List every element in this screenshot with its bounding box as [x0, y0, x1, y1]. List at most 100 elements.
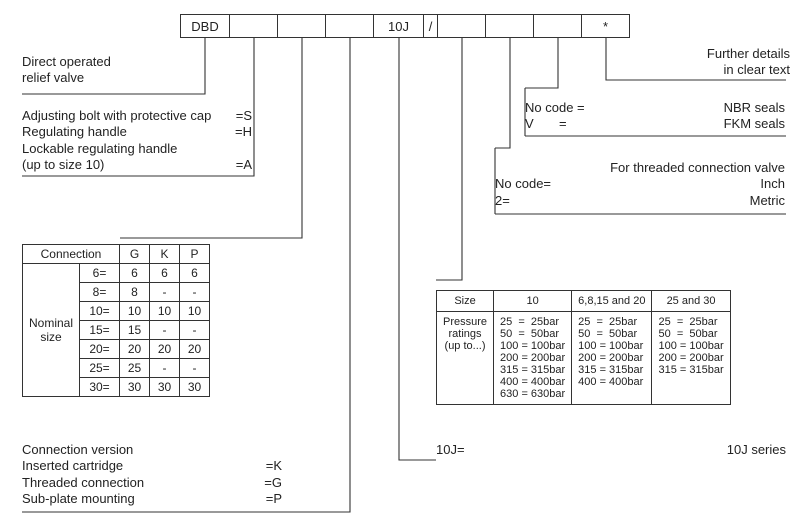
conn-table-cell-1-1: - [150, 283, 180, 302]
code-cell-1 [230, 14, 278, 38]
conn-table-cell-0-0: 6 [120, 264, 150, 283]
conn-table-cell-0-2: 6 [180, 264, 210, 283]
direct-operated-line2: relief valve [22, 70, 111, 86]
thread-row-metric: 2= Metric [495, 193, 785, 209]
adjusting-code-S: =S [236, 108, 252, 124]
connection-label-K: Inserted cartridge [22, 458, 123, 474]
thread-block: For threaded connection valve No code= I… [495, 160, 785, 209]
adjusting-code-A: =A [236, 157, 252, 173]
seals-block: No code = NBR seals V = FKM seals [525, 100, 785, 133]
pressure-ratings-table: Size106,8,15 and 2025 and 30 Pressure rat… [436, 290, 731, 405]
thread-label-nocode: No code= [495, 176, 551, 192]
conn-table-cell-3-1: - [150, 321, 180, 340]
press-table-cell-2: 25 = 25bar 50 = 50bar 100 = 100bar 200 =… [652, 312, 730, 405]
adjusting-row-S: Adjusting bolt with protective cap =S [22, 108, 252, 124]
series-label: 10J= [436, 442, 465, 458]
press-table-col-1: 6,8,15 and 20 [572, 291, 652, 312]
seals-label-nocode: No code = [525, 100, 585, 116]
adjusting-row-A: (up to size 10) =A [22, 157, 252, 173]
connection-version-block: Connection version Inserted cartridge =K… [22, 442, 282, 507]
code-cell-6 [438, 14, 486, 38]
connection-version-heading: Connection version [22, 442, 282, 458]
further-details-block: Further details in clear text [680, 46, 790, 79]
thread-row-inch: No code= Inch [495, 176, 785, 192]
press-table-corner: Size [437, 291, 494, 312]
series-value: 10J series [727, 442, 786, 458]
connection-code-P: =P [266, 491, 282, 507]
connection-label-P: Sub-plate mounting [22, 491, 135, 507]
conn-table-code-4: 20= [80, 340, 120, 359]
code-cell-0: DBD [180, 14, 230, 38]
conn-table-code-3: 15= [80, 321, 120, 340]
conn-table-cell-2-1: 10 [150, 302, 180, 321]
thread-value-metric: Metric [750, 193, 785, 209]
code-cell-2 [278, 14, 326, 38]
adjusting-label-A1: Lockable regulating handle [22, 141, 252, 157]
seals-value-fkm: FKM seals [724, 116, 785, 132]
thread-heading: For threaded connection valve [495, 160, 785, 176]
conn-table-cell-4-2: 20 [180, 340, 210, 359]
seals-row-nbr: No code = NBR seals [525, 100, 785, 116]
connection-code-K: =K [266, 458, 282, 474]
conn-table-cell-4-1: 20 [150, 340, 180, 359]
conn-table-cell-5-2: - [180, 359, 210, 378]
conn-table-cell-4-0: 20 [120, 340, 150, 359]
press-table-side-label: Pressure ratings (up to...) [437, 312, 494, 405]
seals-value-nbr: NBR seals [724, 100, 785, 116]
conn-table-cell-2-2: 10 [180, 302, 210, 321]
adjusting-row-H: Regulating handle =H [22, 124, 252, 140]
conn-table-cell-2-0: 10 [120, 302, 150, 321]
code-cell-3 [326, 14, 374, 38]
adjusting-code-H: =H [235, 124, 252, 140]
conn-table-cell-3-2: - [180, 321, 210, 340]
conn-table-col-G: G [120, 245, 150, 264]
press-table-cell-1: 25 = 25bar 50 = 50bar 100 = 100bar 200 =… [572, 312, 652, 405]
conn-table-code-5: 25= [80, 359, 120, 378]
conn-table-corner: Connection [23, 245, 120, 264]
seals-row-fkm: V = FKM seals [525, 116, 785, 132]
conn-table-code-2: 10= [80, 302, 120, 321]
direct-operated-line1: Direct operated [22, 54, 111, 70]
connection-row-P: Sub-plate mounting =P [22, 491, 282, 507]
conn-table-code-0: 6= [80, 264, 120, 283]
conn-table-code-6: 30= [80, 378, 120, 397]
connection-code-G: =G [264, 475, 282, 491]
code-cell-4: 10J [374, 14, 424, 38]
conn-table-col-K: K [150, 245, 180, 264]
further-details-line1: Further details [680, 46, 790, 62]
conn-table-cell-6-0: 30 [120, 378, 150, 397]
code-cell-7 [486, 14, 534, 38]
press-table-cell-0: 25 = 25bar 50 = 50bar 100 = 100bar 200 =… [494, 312, 572, 405]
adjusting-label-A2: (up to size 10) [22, 157, 104, 173]
adjusting-element-block: Adjusting bolt with protective cap =S Re… [22, 108, 252, 173]
conn-table-cell-3-0: 15 [120, 321, 150, 340]
press-table-col-0: 10 [494, 291, 572, 312]
press-table-col-2: 25 and 30 [652, 291, 730, 312]
code-cell-9: * [582, 14, 630, 38]
thread-value-inch: Inch [760, 176, 785, 192]
connection-size-table: ConnectionGKPNominal size6=6668=8--10=10… [22, 244, 210, 397]
adjusting-label-H: Regulating handle [22, 124, 127, 140]
conn-table-cell-1-0: 8 [120, 283, 150, 302]
connection-row-K: Inserted cartridge =K [22, 458, 282, 474]
connection-row-G: Threaded connection =G [22, 475, 282, 491]
direct-operated-label: Direct operated relief valve [22, 54, 111, 87]
thread-label-2: 2= [495, 193, 510, 209]
further-details-line2: in clear text [680, 62, 790, 78]
series-row: 10J= 10J series [436, 442, 786, 458]
conn-table-col-P: P [180, 245, 210, 264]
adjusting-label-S: Adjusting bolt with protective cap [22, 108, 211, 124]
connection-label-G: Threaded connection [22, 475, 144, 491]
ordering-code-row: DBD 10J/ * [180, 14, 630, 38]
code-cell-5: / [424, 14, 438, 38]
conn-table-cell-6-2: 30 [180, 378, 210, 397]
conn-table-side-label: Nominal size [23, 264, 80, 397]
conn-table-cell-1-2: - [180, 283, 210, 302]
conn-table-cell-6-1: 30 [150, 378, 180, 397]
conn-table-code-1: 8= [80, 283, 120, 302]
conn-table-cell-5-1: - [150, 359, 180, 378]
conn-table-cell-0-1: 6 [150, 264, 180, 283]
code-cell-8 [534, 14, 582, 38]
conn-table-cell-5-0: 25 [120, 359, 150, 378]
seals-label-V: V = [525, 116, 567, 132]
